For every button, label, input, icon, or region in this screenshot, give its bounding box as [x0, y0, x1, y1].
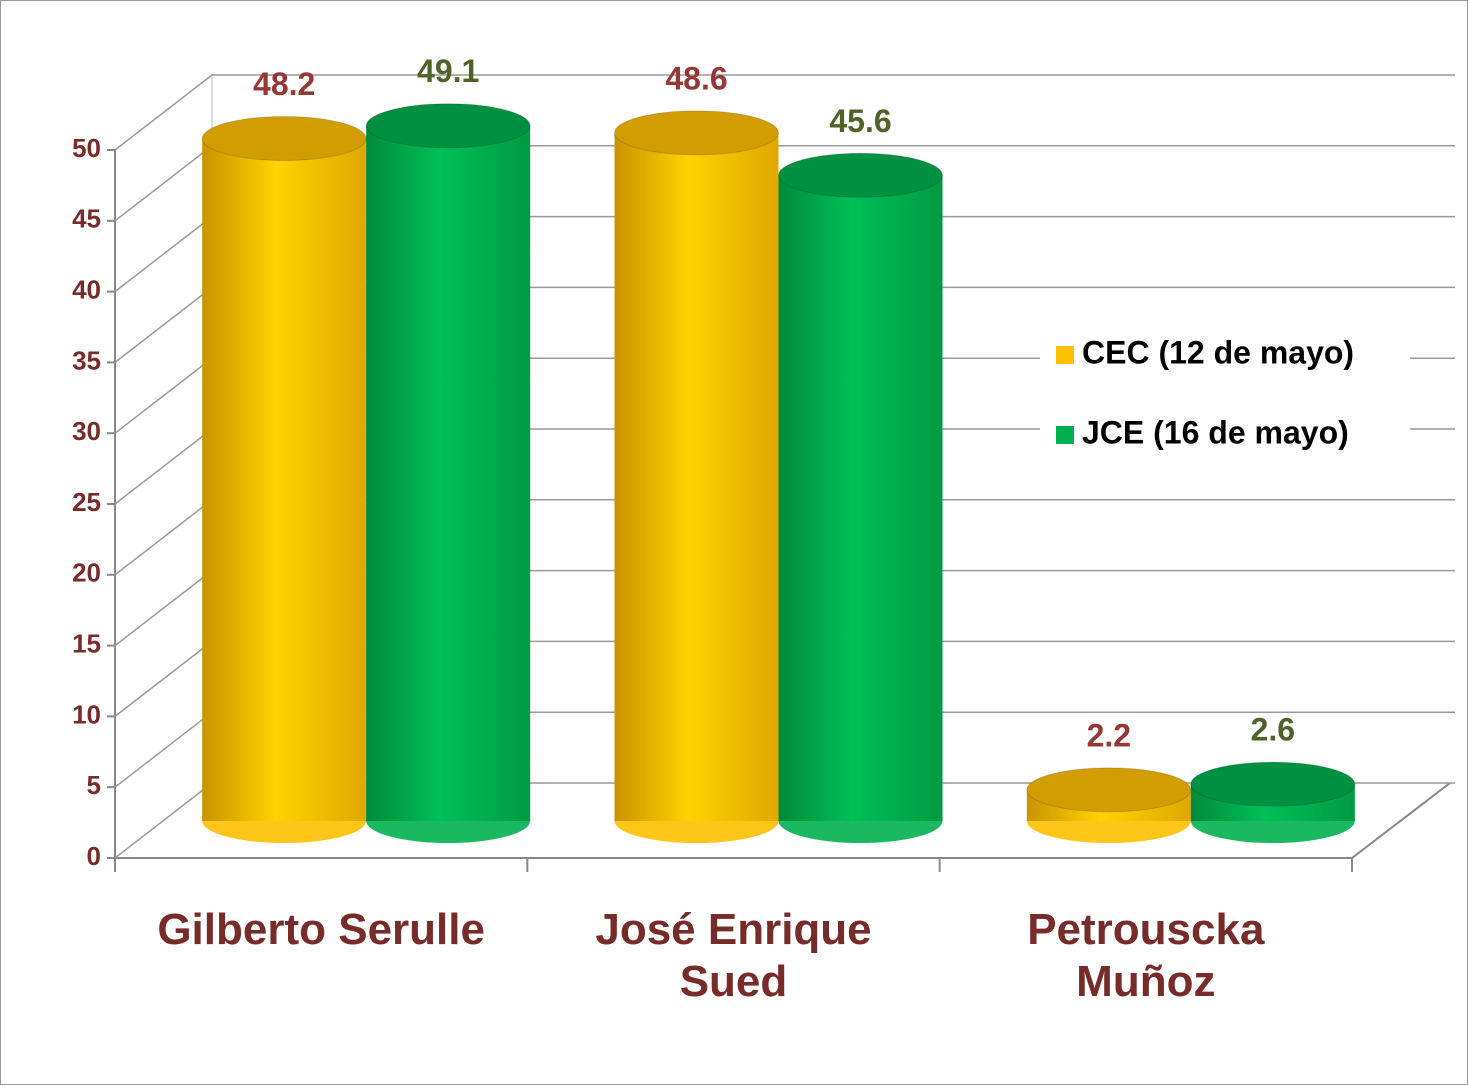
legend-label: CEC (12 de mayo): [1082, 334, 1354, 370]
cylinder: [778, 175, 943, 821]
y-tick-label: 45: [72, 204, 101, 234]
cylinder-top: [778, 152, 943, 198]
y-tick-label: 50: [72, 133, 101, 163]
value-label: 45.6: [829, 103, 891, 139]
y-tick-label: 10: [72, 699, 101, 729]
grid-line: [114, 74, 1455, 151]
x-tick-label: José Enrique Sued: [595, 905, 872, 1006]
legend-swatch: [1056, 346, 1074, 364]
value-label: 2.2: [1087, 717, 1131, 753]
y-tick-label: 30: [72, 416, 101, 446]
x-tick-label: Petrouscka Muñoz: [1027, 905, 1265, 1006]
cylinder-top: [201, 115, 367, 161]
legend-label: JCE (16 de mayo): [1082, 414, 1349, 450]
y-tick-label: 20: [72, 558, 101, 588]
cylinder-top: [1190, 761, 1356, 807]
cylinder-top: [1026, 767, 1192, 813]
x-tick-label: Gilberto Serulle: [157, 905, 485, 954]
value-label: 48.2: [253, 66, 315, 102]
y-tick-label: 5: [87, 770, 101, 800]
cylinder-top: [365, 103, 531, 149]
y-tick-label: 40: [72, 274, 101, 304]
legend-bg: [1040, 409, 1410, 461]
y-tick-label: 0: [87, 841, 101, 871]
y-tick-label: 35: [72, 345, 101, 375]
legend-bg: [1040, 329, 1410, 381]
cylinder: [614, 132, 779, 822]
value-label: 49.1: [417, 53, 479, 89]
back-wall-edge: [114, 73, 213, 783]
value-label: 2.6: [1251, 712, 1295, 748]
cylinder: [366, 125, 531, 821]
cylinder-top: [614, 110, 779, 156]
value-label: 48.6: [665, 60, 727, 96]
legend-swatch: [1056, 426, 1074, 444]
y-tick-label: 25: [72, 487, 101, 517]
cylinder: [202, 138, 367, 821]
y-tick-label: 15: [72, 628, 101, 658]
